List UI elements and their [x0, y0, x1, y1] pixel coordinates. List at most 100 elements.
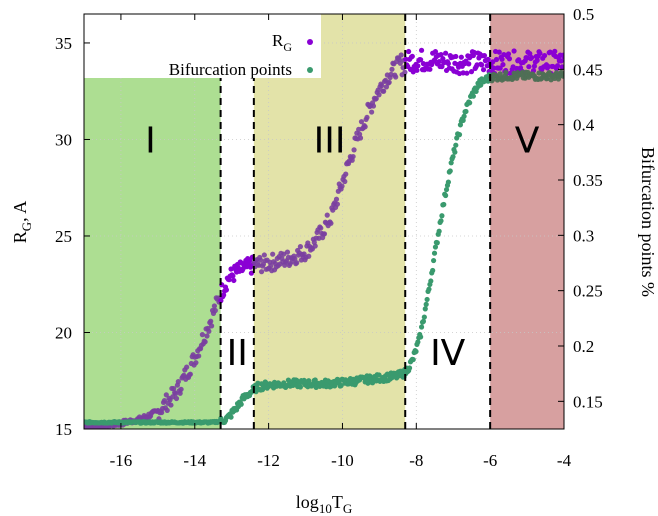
rg-point-138 [209, 323, 215, 329]
bifurcation-point-371 [424, 296, 430, 303]
y-right-tick-label-0: 0.15 [573, 392, 603, 411]
x-axis-title: log10TG [296, 492, 352, 516]
bifurcation-point-386 [438, 218, 444, 224]
rg-point-135 [206, 328, 212, 334]
rg-point-179 [246, 258, 253, 264]
rg-point-402 [453, 53, 459, 60]
rg-point-498 [541, 52, 548, 59]
rg-point-274 [334, 201, 341, 207]
rg-point-89 [163, 392, 169, 398]
bifurcation-point-373 [426, 286, 432, 292]
rg-point-161 [230, 273, 236, 279]
bifurcation-point-450 [497, 71, 503, 77]
rg-point-484 [529, 55, 535, 61]
rg-point-279 [339, 183, 345, 189]
rg-point-202 [268, 263, 274, 269]
region-1-shade [84, 14, 221, 429]
rg-point-337 [393, 74, 399, 80]
rg-point-250 [312, 243, 318, 249]
rg-point-430 [479, 62, 485, 68]
rg-point-102 [175, 379, 181, 385]
bifurcation-point-359 [413, 348, 419, 355]
rg-point-142 [212, 307, 218, 314]
rg-point-128 [199, 332, 205, 338]
bifurcation-point-392 [443, 186, 450, 193]
x-tick-label-2: -12 [257, 451, 280, 470]
rg-point-487 [531, 63, 538, 69]
bifurcation-point-406 [456, 132, 463, 138]
rg-point-442 [490, 59, 496, 65]
bifurcation-point-234 [297, 384, 304, 390]
bifurcation-point-370 [423, 301, 429, 307]
rg-point-99 [172, 391, 179, 397]
rg-point-380 [432, 48, 439, 55]
rg-point-263 [324, 212, 330, 218]
rg-point-516 [558, 58, 564, 64]
rg-point-204 [270, 251, 276, 257]
rg-point-267 [328, 220, 334, 226]
legend-marker-rg [307, 39, 313, 45]
rg-point-517 [559, 64, 564, 70]
bifurcation-point-413 [463, 108, 469, 115]
rg-point-460 [506, 56, 513, 62]
rg-point-181 [248, 270, 254, 276]
rg-point-450 [497, 65, 503, 71]
rg-point-394 [445, 60, 451, 67]
rg-point-154 [223, 287, 230, 293]
bifurcation-point-397 [448, 160, 454, 166]
rg-point-311 [369, 109, 375, 115]
rg-point-391 [443, 50, 449, 56]
rg-point-283 [343, 171, 349, 177]
rg-point-306 [364, 114, 370, 121]
rg-point-104 [177, 390, 183, 396]
y-left-tick-label-3: 30 [55, 130, 72, 149]
region-label-I: I [145, 120, 156, 161]
rg-point-243 [306, 253, 312, 259]
y-right-tick-label-5: 0.4 [573, 116, 595, 135]
bifurcation-point-319 [376, 372, 382, 378]
bifurcation-point-519 [561, 71, 564, 77]
y-left-tick-label-4: 35 [55, 34, 72, 53]
legend-background [84, 14, 321, 78]
rg-point-446 [493, 56, 500, 63]
rg-point-90 [164, 407, 170, 413]
rg-point-313 [370, 103, 377, 109]
bifurcation-point-379 [431, 250, 438, 256]
rg-point-502 [545, 63, 551, 70]
legend-marker-bifurcation [307, 67, 313, 73]
rg-point-432 [480, 67, 487, 73]
y-right-axis-title: Bifurcation points % [638, 147, 658, 297]
bifurcation-point-410 [460, 117, 466, 123]
y-left-tick-label-2: 25 [55, 227, 72, 246]
bifurcation-point-356 [410, 356, 416, 363]
y-right-tick-label-7: 0.5 [573, 5, 594, 24]
rg-point-386 [438, 52, 444, 58]
bifurcation-point-365 [418, 324, 425, 330]
legend-label-rg: RG [272, 31, 292, 54]
rg-point-137 [208, 318, 214, 324]
rg-point-452 [499, 56, 505, 62]
rg-point-322 [379, 83, 385, 89]
rg-point-330 [386, 79, 392, 85]
bifurcation-point-402 [453, 142, 459, 148]
y-left-tick-label-0: 15 [55, 420, 72, 439]
y-left-axis-ticks: 15 20 25 30 35 [55, 34, 90, 439]
bifurcation-point-389 [441, 201, 447, 208]
bifurcation-point-262 [323, 384, 329, 390]
rg-point-482 [527, 51, 533, 57]
region-label-V: V [515, 120, 540, 161]
bifurcation-point-396 [447, 168, 453, 174]
rg-point-124 [196, 353, 202, 359]
x-tick-label-5: -6 [483, 451, 497, 470]
rg-point-324 [381, 88, 387, 94]
rg-point-111 [184, 364, 190, 370]
rg-point-192 [258, 269, 265, 275]
rg-point-333 [389, 66, 395, 72]
bifurcation-point-369 [422, 306, 428, 312]
rg-point-256 [318, 225, 324, 231]
bifurcation-point-456 [503, 69, 509, 76]
x-tick-label-0: -16 [110, 451, 133, 470]
rg-point-115 [187, 371, 193, 377]
rg-point-384 [436, 58, 442, 65]
